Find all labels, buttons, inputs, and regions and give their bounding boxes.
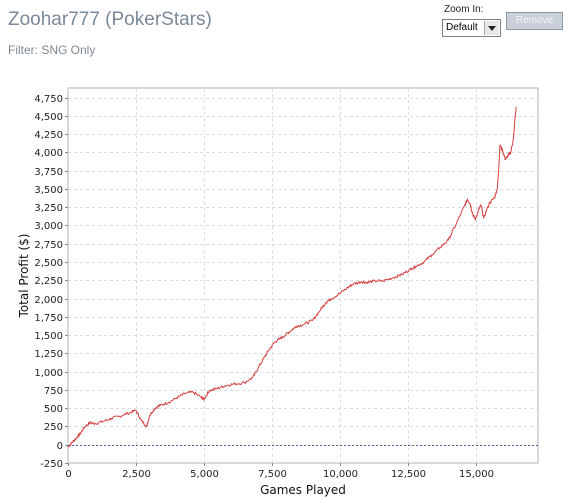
y-tick-label: -250 (40, 459, 63, 470)
x-tick-label: 15,000 (459, 469, 494, 480)
x-tick-label: 5,000 (190, 469, 219, 480)
y-tick-label: 1,500 (34, 331, 63, 342)
y-tick-label: 0 (57, 441, 63, 452)
zoom-select-value: Default (446, 22, 478, 33)
chevron-down-icon[interactable] (484, 21, 499, 35)
y-tick-label: 750 (44, 386, 63, 397)
y-tick-label: 3,500 (34, 185, 63, 196)
series-line (67, 106, 517, 448)
x-tick-label: 10,000 (323, 469, 358, 480)
y-tick-label: 4,250 (34, 130, 63, 141)
y-tick-label: 2,000 (34, 295, 63, 306)
y-tick-label: 1,750 (34, 313, 63, 324)
y-tick-label: 250 (44, 422, 63, 433)
y-tick-label: 3,250 (34, 203, 63, 214)
y-tick-label: 3,000 (34, 221, 63, 232)
zoom-label: Zoom In: (444, 4, 484, 15)
y-axis-label: Total Profit ($) (17, 234, 31, 319)
remove-button[interactable]: Remove (506, 12, 563, 30)
x-axis-label: Games Played (260, 483, 346, 497)
y-tick-label: 4,750 (34, 94, 63, 105)
zoom-select[interactable]: Default (442, 19, 501, 37)
y-tick-label: 2,250 (34, 276, 63, 287)
y-tick-label: 3,750 (34, 167, 63, 178)
x-tick-label: 2,500 (122, 469, 151, 480)
y-tick-label: 4,500 (34, 112, 63, 123)
filter-label: Filter: SNG Only (8, 43, 96, 57)
x-tick-label: 7,500 (258, 469, 287, 480)
x-tick-label: 12,500 (391, 469, 426, 480)
y-tick-label: 1,250 (34, 349, 63, 360)
y-tick-label: 2,500 (34, 258, 63, 269)
plot-area (67, 87, 539, 464)
x-tick-label: 0 (65, 469, 71, 480)
page-title: Zoohar777 (PokerStars) (8, 9, 212, 30)
y-tick-label: 500 (44, 404, 63, 415)
y-tick-label: 1,000 (34, 368, 63, 379)
y-tick-label: 2,750 (34, 240, 63, 251)
y-tick-label: 4,000 (34, 148, 63, 159)
